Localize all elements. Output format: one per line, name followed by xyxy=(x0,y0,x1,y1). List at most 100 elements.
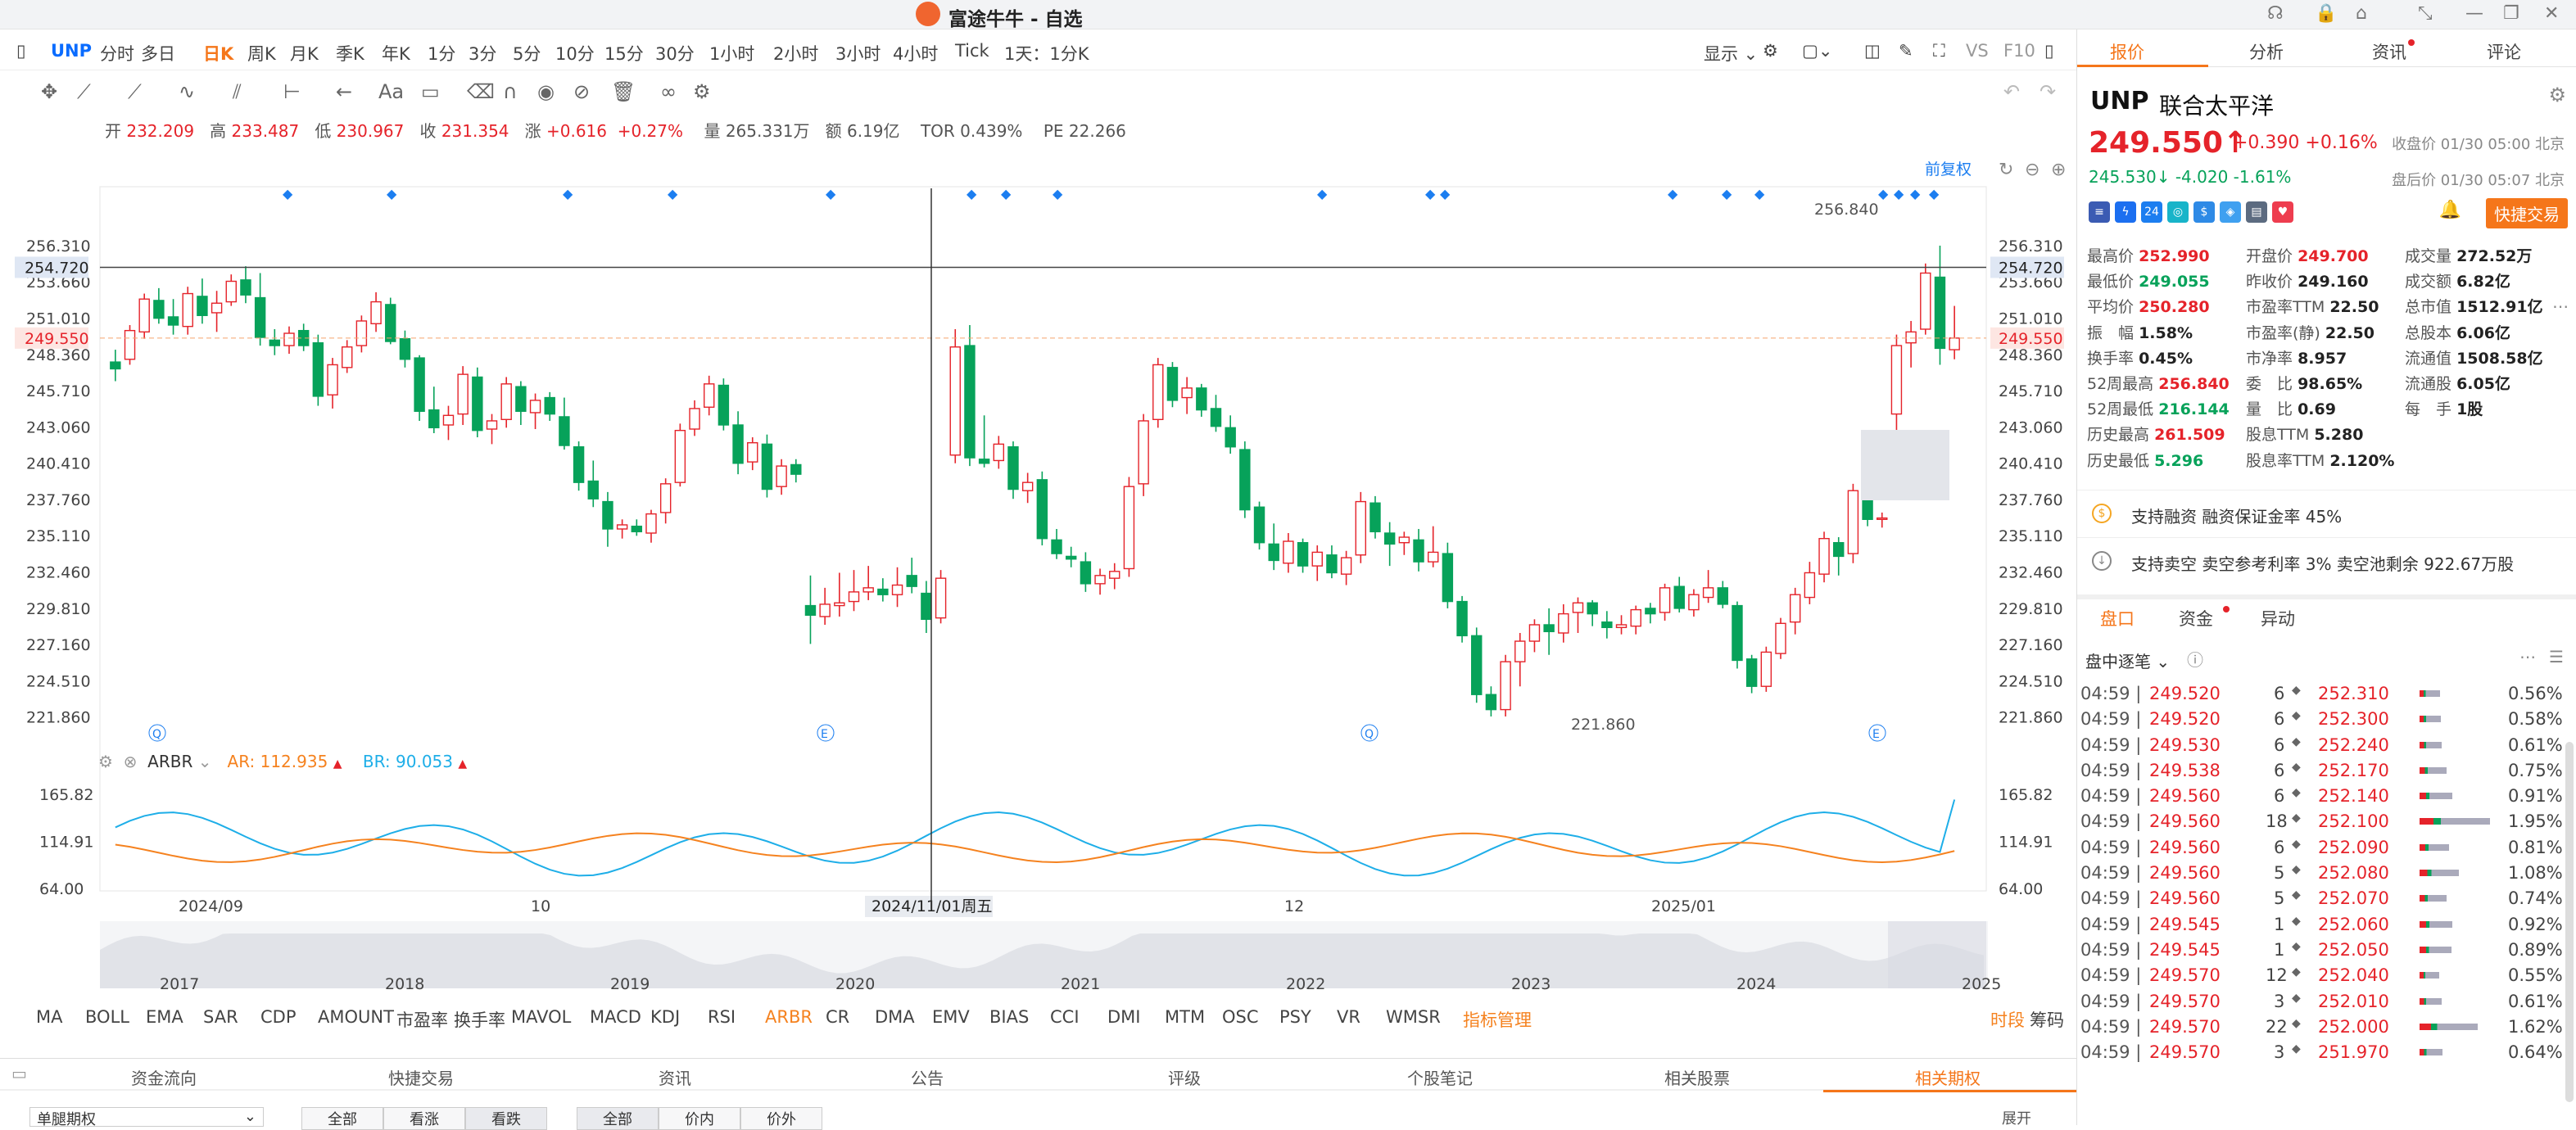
indicator-manage-button[interactable]: 指标管理 xyxy=(1463,1010,1532,1030)
period-tab[interactable]: 日K xyxy=(203,44,234,64)
indicator-tab[interactable]: CCI xyxy=(1050,1007,1080,1027)
event-marker-icon[interactable]: ◆ xyxy=(1668,186,1678,201)
options-icon[interactable]: ◈ xyxy=(2220,201,2241,223)
panel-toggle-icon[interactable]: ▯ xyxy=(2044,41,2054,61)
orderbook-tab[interactable]: 资金 xyxy=(2179,609,2213,629)
call-put-option[interactable]: 全部 xyxy=(301,1107,383,1130)
window-layout-icon[interactable]: ▢⌄ xyxy=(1802,41,1833,61)
chips-toggle[interactable]: 筹码 xyxy=(2030,1010,2064,1030)
event-marker-icon[interactable]: ◆ xyxy=(283,186,293,201)
period-tab[interactable]: 4小时 xyxy=(893,44,939,64)
period-tab[interactable]: 5分 xyxy=(513,44,541,64)
trash-icon[interactable]: 🗑 xyxy=(611,80,636,103)
lock-icon[interactable]: 🔒 xyxy=(2315,3,2338,24)
period-tab[interactable]: 年K xyxy=(382,44,410,64)
flash-icon[interactable]: ϟ xyxy=(2115,201,2136,223)
earnings-marker-icon[interactable] xyxy=(1360,724,1379,742)
event-marker-icon[interactable]: ◆ xyxy=(1317,186,1328,201)
event-marker-icon[interactable]: ◆ xyxy=(1440,186,1451,201)
event-marker-icon[interactable]: ◆ xyxy=(1001,186,1012,201)
arrow-tool-icon[interactable]: ← xyxy=(336,80,353,103)
tick-filter[interactable]: 盘中逐笔 ⌄ xyxy=(2085,652,2171,671)
quick-trade-button[interactable]: 快捷交易 xyxy=(2486,198,2568,228)
period-tab[interactable]: Tick xyxy=(955,41,989,61)
kline-chart[interactable]: 前复权 256.310253.660251.010248.360245.7102… xyxy=(0,147,2076,999)
period-tab[interactable]: 季K xyxy=(336,44,364,64)
vs-button[interactable]: VS xyxy=(1966,41,1989,61)
line-tool-icon[interactable]: ⟋ xyxy=(77,80,91,103)
indicator-tab[interactable]: MA xyxy=(36,1007,63,1027)
period-tab[interactable]: 15分 xyxy=(604,44,644,64)
indicator-tab[interactable]: VR xyxy=(1337,1007,1360,1027)
stats-more-icon[interactable]: ⋯ xyxy=(2552,296,2569,316)
quote-tab[interactable]: 报价 xyxy=(2110,43,2144,62)
short-banner[interactable]: ↓ 支持卖空 卖空参考利率 3% 卖空池剩余 922.67万股 xyxy=(2077,537,2576,585)
period-tab[interactable]: 1小时 xyxy=(709,44,755,64)
period-tab[interactable]: 3小时 xyxy=(835,44,881,64)
link-icon[interactable]: ∞ xyxy=(660,80,677,103)
orderbook-tab[interactable]: 盘口 xyxy=(2100,609,2135,629)
fullscreen-icon[interactable]: ⛶ xyxy=(1933,41,1945,61)
measure-tool-icon[interactable]: ⊢ xyxy=(283,80,301,103)
event-marker-icon[interactable]: ◆ xyxy=(668,186,678,201)
period-tab[interactable]: 月K xyxy=(290,44,319,64)
f10-button[interactable]: F10 xyxy=(2003,41,2035,61)
bottom-tab[interactable]: 相关股票 xyxy=(1664,1069,1730,1088)
us-flag-icon[interactable]: ≡ xyxy=(2089,201,2110,223)
period-tab[interactable]: 10分 xyxy=(555,44,595,64)
favorite-icon[interactable]: ♥ xyxy=(2272,201,2293,223)
minimize-icon[interactable]: — xyxy=(2465,3,2483,24)
indicator-tab[interactable]: BOLL xyxy=(85,1007,129,1027)
period-tab[interactable]: 2小时 xyxy=(773,44,819,64)
event-marker-icon[interactable]: ◆ xyxy=(387,186,397,201)
event-marker-icon[interactable]: ◆ xyxy=(1894,186,1904,201)
bottom-tab[interactable]: 资讯 xyxy=(659,1069,691,1088)
call-put-option[interactable]: 看跌 xyxy=(465,1107,547,1130)
pen-icon[interactable]: ✎ xyxy=(1899,41,1913,61)
orderbook-tab[interactable]: 异动 xyxy=(2261,609,2295,629)
event-marker-icon[interactable]: ◆ xyxy=(1754,186,1765,201)
earnings-marker-icon[interactable] xyxy=(1868,724,1886,742)
event-marker-icon[interactable]: ◆ xyxy=(563,186,573,201)
collapse-icon[interactable]: ▭ xyxy=(11,1064,27,1083)
overview-window[interactable] xyxy=(1888,921,1986,988)
indicator-tab[interactable]: EMA xyxy=(146,1007,183,1027)
option-type-select[interactable]: 单腿期权 ⌄ xyxy=(29,1107,264,1128)
moneyness-option[interactable]: 全部 xyxy=(577,1107,659,1130)
indicator-tab[interactable]: MTM xyxy=(1165,1007,1206,1027)
comment-tool-icon[interactable]: ▭ xyxy=(421,80,440,103)
period-tab[interactable]: 3分 xyxy=(469,44,497,64)
event-marker-icon[interactable]: ◆ xyxy=(826,186,836,201)
dollar-icon[interactable]: $ xyxy=(2193,201,2215,223)
text-tool-icon[interactable]: Aa xyxy=(378,80,405,103)
indicator-tab[interactable]: CDP xyxy=(260,1007,297,1027)
move-icon[interactable]: ✥ xyxy=(41,80,58,103)
news-icon[interactable]: ▤ xyxy=(2246,201,2267,223)
session-toggle[interactable]: 时段 xyxy=(1990,1010,2025,1030)
panel-settings-icon[interactable]: ⚙ xyxy=(2548,84,2566,106)
undo-icon[interactable]: ↶ xyxy=(2003,80,2021,103)
indicator-tab[interactable]: OSC xyxy=(1222,1007,1259,1027)
event-marker-icon[interactable]: ◆ xyxy=(1425,186,1436,201)
info-icon[interactable]: ⓘ xyxy=(2187,650,2203,670)
expand-button[interactable]: 展开 xyxy=(2002,1110,2031,1128)
quote-tab[interactable]: 评论 xyxy=(2487,43,2521,62)
indicator-tab[interactable]: CR xyxy=(826,1007,850,1027)
margin-banner[interactable]: $ 支持融资 融资保证金率 45% xyxy=(2077,490,2576,537)
event-marker-icon[interactable]: ◆ xyxy=(1910,186,1921,201)
indicator-tab[interactable]: RSI xyxy=(708,1007,736,1027)
chart-icon[interactable]: ◎ xyxy=(2167,201,2189,223)
event-marker-icon[interactable]: ◆ xyxy=(1053,186,1063,201)
ind-name[interactable]: ARBR xyxy=(147,752,193,771)
magnet-icon[interactable]: ∩ xyxy=(503,80,518,103)
indicator-tab[interactable]: 市盈率 xyxy=(396,1010,448,1030)
overview-navigator[interactable]: 2017 2018 2019 2020 2021 2022 2023 2024 2025 xyxy=(100,921,2001,993)
eraser-icon[interactable]: ⌫ xyxy=(467,80,495,103)
more-icon[interactable]: ⋯ xyxy=(2519,647,2536,667)
tick-list[interactable]: 04:59 | 249.520 6 ◆ 252.310 0.56% 04:59 | 249.5… xyxy=(2077,680,2576,1064)
event-marker-icon[interactable]: ◆ xyxy=(1722,186,1732,201)
indicator-tab[interactable]: 换手率 xyxy=(454,1010,505,1030)
moneyness-option[interactable]: 价外 xyxy=(740,1107,822,1130)
quote-tab[interactable]: 分析 xyxy=(2249,43,2284,62)
bell-icon[interactable]: 🔔 xyxy=(2438,200,2461,220)
